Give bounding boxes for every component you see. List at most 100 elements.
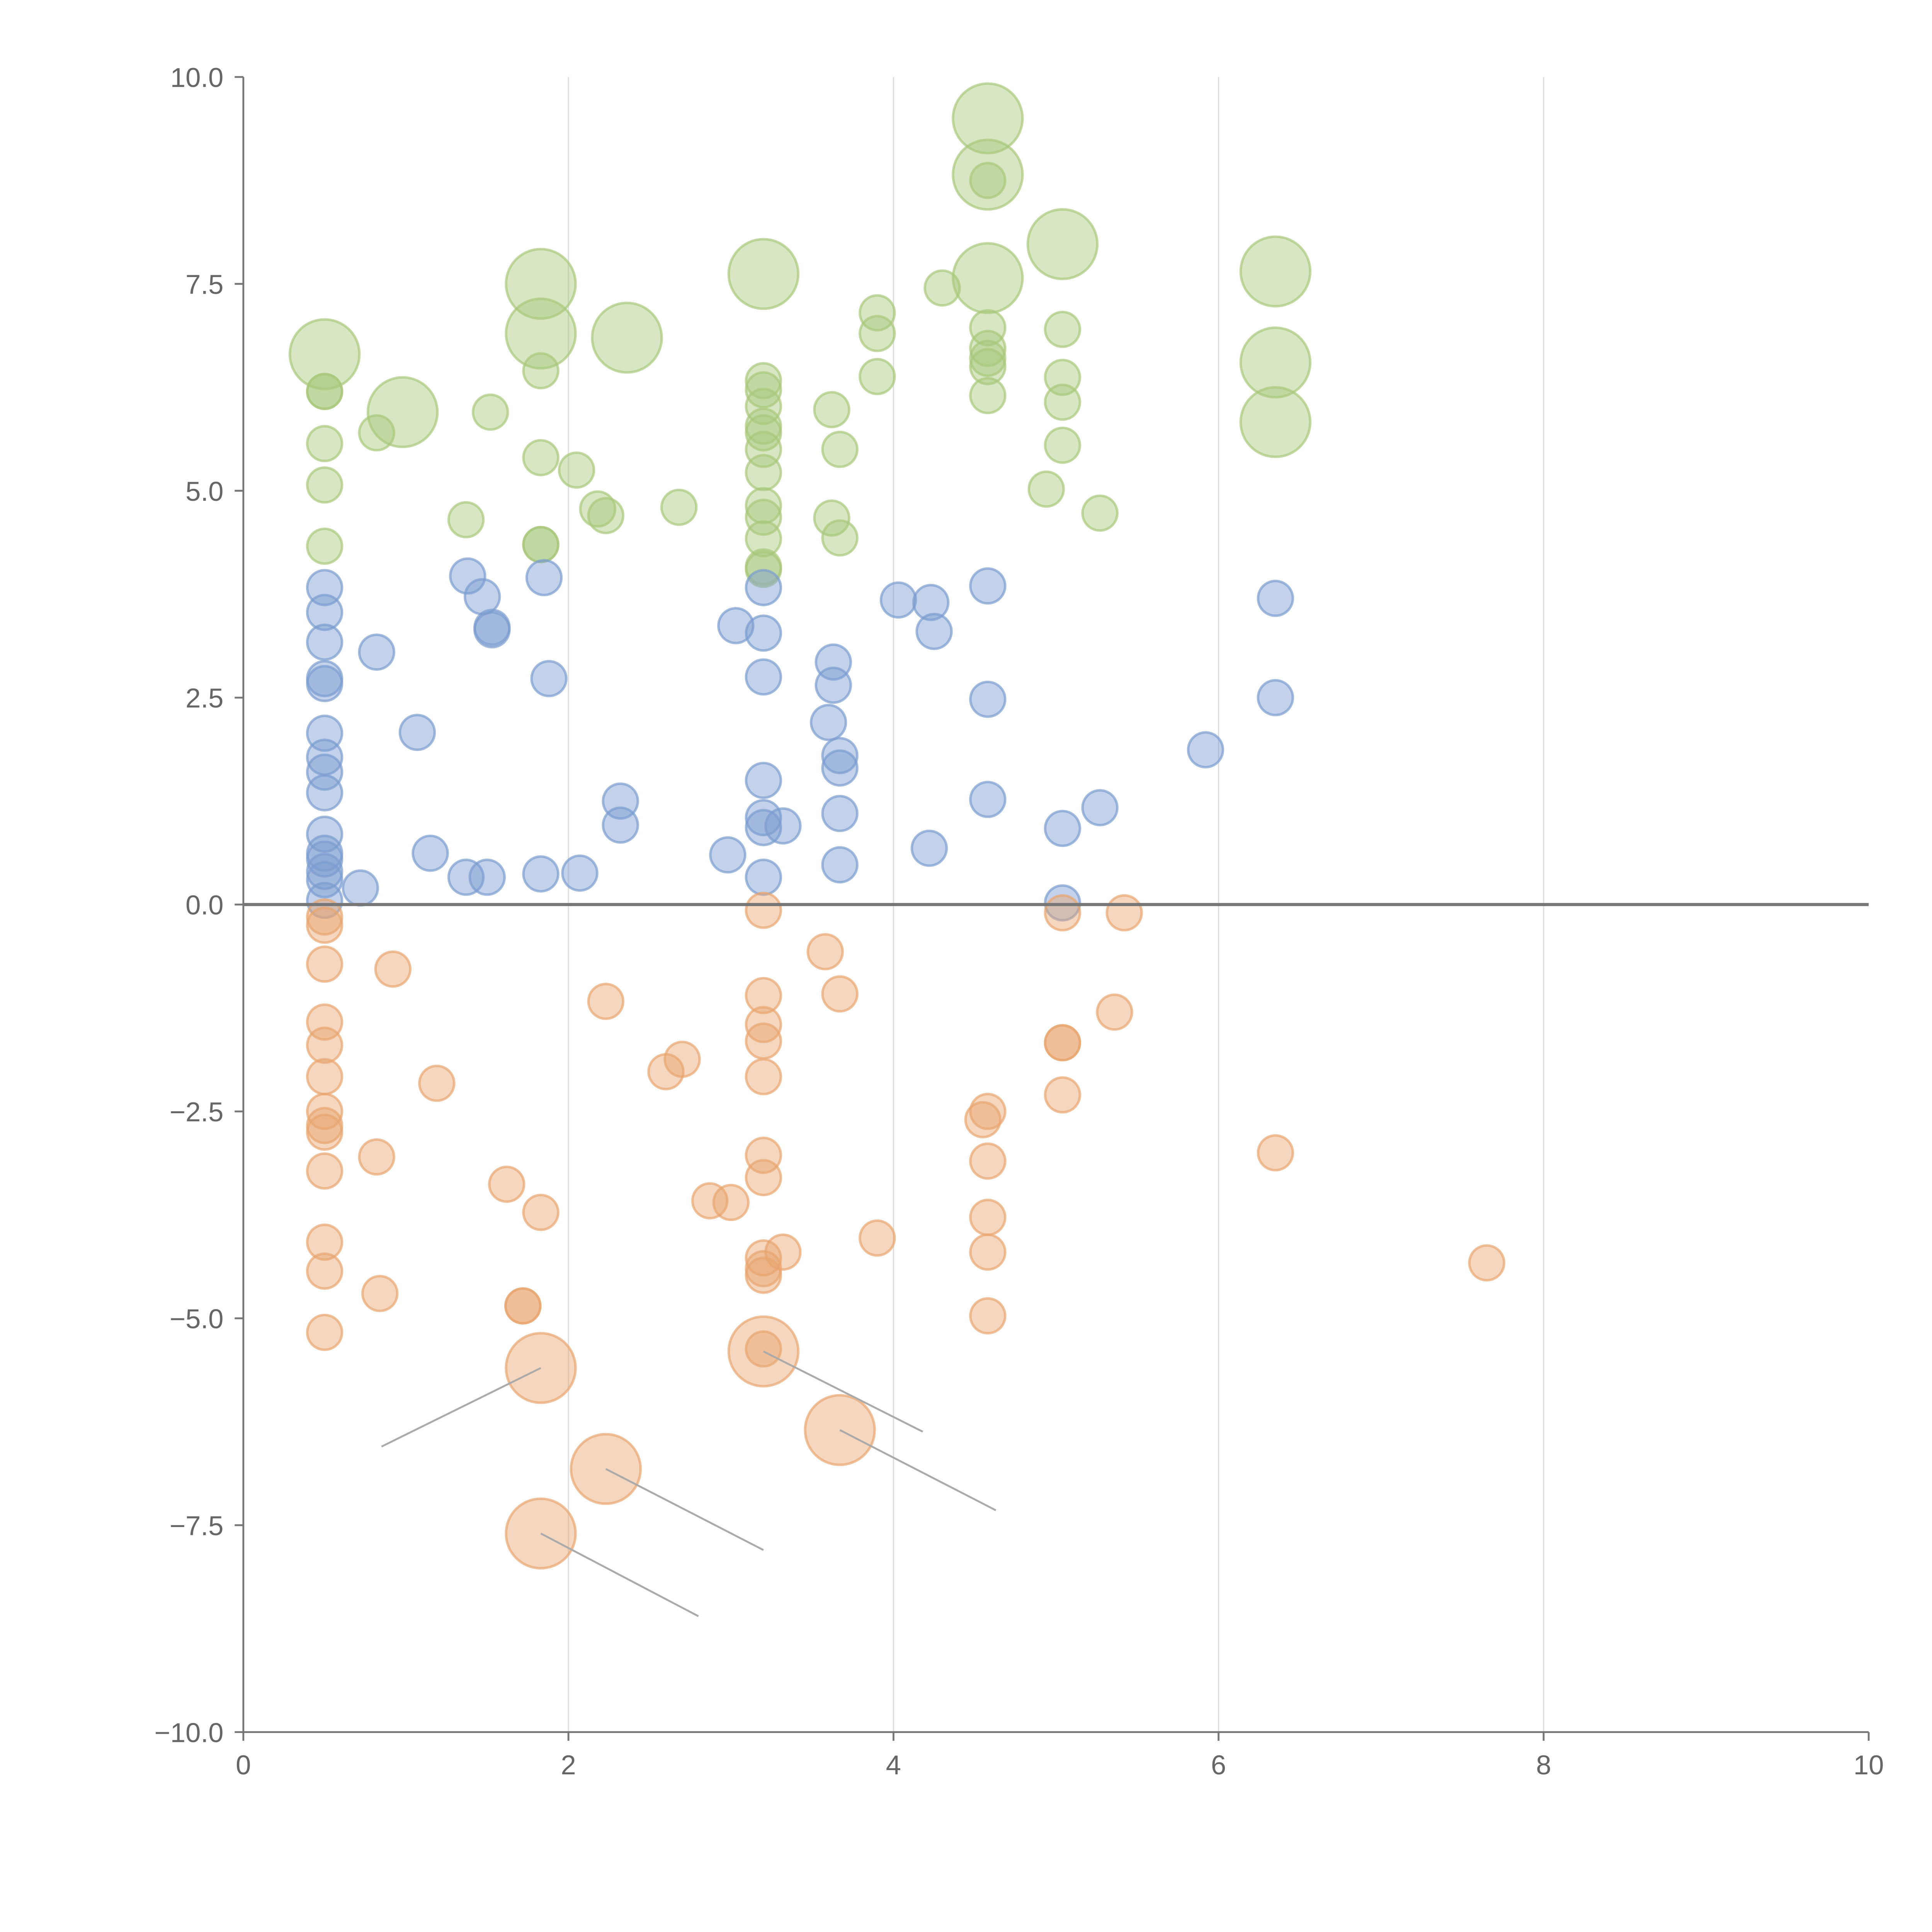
point-green (745, 498, 782, 536)
y-tick-label: 5.0 (185, 476, 223, 507)
point-orange (1257, 1134, 1294, 1172)
point-blue (1257, 679, 1294, 716)
x-tick-label: 8 (1536, 1750, 1551, 1780)
point-green (1239, 235, 1312, 308)
point-blue (1257, 580, 1294, 617)
point-blue (530, 660, 568, 697)
point-green (745, 520, 782, 558)
y-tick-label: 7.5 (185, 269, 223, 299)
point-blue (912, 584, 950, 621)
point-orange (745, 1330, 782, 1368)
point-blue (915, 612, 953, 650)
point-orange (504, 1287, 542, 1325)
point-green (952, 242, 1024, 314)
point-blue (879, 581, 917, 619)
point-green (923, 269, 961, 307)
x-tick-label: 0 (236, 1750, 251, 1780)
point-orange (306, 1152, 344, 1190)
point-green (288, 318, 361, 390)
point-green (505, 297, 577, 370)
point-green (745, 362, 782, 400)
point-blue (821, 795, 859, 832)
point-blue (745, 569, 782, 606)
point-orange (663, 1041, 701, 1078)
y-tick-label: −10.0 (155, 1717, 224, 1748)
point-green (745, 454, 782, 492)
point-orange (306, 1314, 344, 1351)
point-blue (306, 861, 344, 898)
point-orange (969, 1233, 1007, 1271)
point-green (1081, 494, 1119, 532)
point-blue (306, 665, 344, 702)
point-blue (602, 806, 639, 844)
point-green (471, 393, 509, 431)
point-green (306, 527, 344, 565)
y-tick-label: 10.0 (170, 62, 224, 93)
point-blue (709, 836, 747, 874)
x-tick-label: 2 (561, 1750, 576, 1780)
point-green (745, 487, 782, 524)
point-green (813, 391, 850, 429)
point-blue (717, 607, 755, 645)
point-orange (306, 1058, 344, 1095)
point-blue (745, 614, 782, 652)
point-orange (745, 1022, 782, 1060)
point-blue (764, 807, 802, 845)
point-orange (361, 1275, 399, 1312)
point-blue (745, 799, 782, 837)
point-blue (398, 714, 436, 751)
point-blue (525, 559, 563, 597)
point-orange (488, 1165, 526, 1203)
point-orange (306, 1252, 344, 1290)
point-orange (374, 950, 412, 988)
point-orange (806, 933, 844, 971)
axes: 0 2 4 6 8 10 −10.0 −7.5 −5.0 −2.5 0.0 2.5 5.0 7.5 10.0 (155, 62, 1884, 1780)
point-green (591, 301, 663, 374)
point-blue (745, 859, 782, 896)
point-orange (745, 1058, 782, 1095)
leader-line (839, 1429, 997, 1511)
point-orange (522, 1194, 560, 1231)
y-tick-label: 0.0 (185, 890, 223, 920)
point-orange (418, 1065, 456, 1102)
y-tick-label: −2.5 (170, 1097, 224, 1127)
point-orange (745, 1159, 782, 1196)
point-blue (306, 753, 344, 791)
point-green (306, 425, 344, 463)
leader-line (605, 1468, 764, 1551)
point-orange (745, 977, 782, 1014)
point-green (306, 372, 344, 410)
point-green (859, 315, 896, 352)
leader-line (763, 1350, 923, 1433)
point-green (306, 466, 344, 504)
point-orange (745, 891, 782, 929)
leader-lines (381, 1350, 997, 1617)
point-green (522, 439, 560, 476)
point-blue (821, 749, 859, 787)
point-blue (969, 680, 1007, 718)
point-blue (821, 846, 859, 884)
point-blue (468, 859, 506, 896)
point-green (366, 376, 439, 448)
point-blue (306, 853, 344, 890)
point-green (727, 238, 800, 310)
point-blue (473, 609, 511, 646)
point-green (969, 162, 1007, 199)
point-green (969, 340, 1007, 377)
point-orange (306, 945, 344, 983)
point-green (859, 358, 896, 395)
x-tick-label: 10 (1854, 1750, 1884, 1780)
point-orange (306, 1026, 344, 1064)
point-green (813, 499, 850, 537)
point-green (558, 451, 595, 489)
point-blue (306, 840, 344, 878)
point-orange (306, 898, 344, 936)
point-green (587, 497, 625, 534)
point-blue (821, 737, 859, 774)
point-orange (1044, 894, 1081, 932)
point-green (1027, 470, 1065, 508)
point-green (505, 248, 577, 320)
point-orange (358, 1138, 395, 1176)
point-blue (815, 667, 852, 704)
point-orange (306, 906, 344, 944)
